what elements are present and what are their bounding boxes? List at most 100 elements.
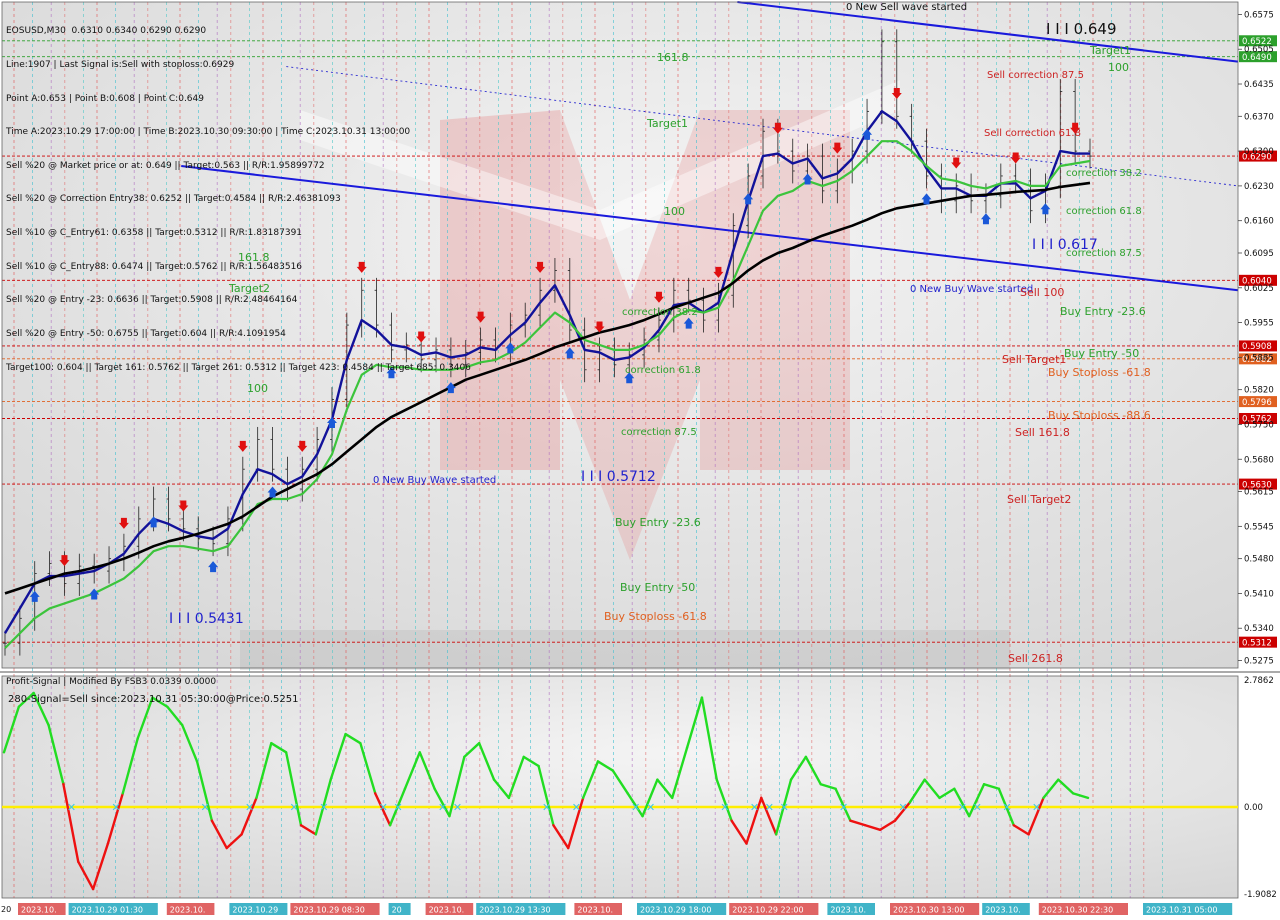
indicator-pane-border: [1, 675, 1239, 899]
oscillator-segment: [745, 796, 763, 845]
cross-marker-icon: ✕: [765, 801, 774, 814]
info-line: Sell %20 @ Entry -50: 0.6755 || Target:0…: [6, 328, 286, 339]
price-tick-label: 0.5275: [1244, 657, 1274, 667]
oscillator-segment: [656, 778, 674, 800]
time-axis-prefix: 20: [1, 905, 11, 914]
price-pane: [2, 2, 1238, 668]
buy-arrow-icon: [921, 193, 932, 205]
sell-arrow-icon: [772, 122, 783, 134]
chart-annotation: correction 87.5: [621, 427, 697, 438]
price-tick-label: 0.5480: [1244, 555, 1274, 565]
info-line: Sell %20 @ Market price or at: 0.649 || …: [6, 160, 325, 171]
oscillator-segment: [180, 723, 199, 763]
cross-marker-icon: ✕: [750, 801, 759, 814]
chart-annotation: Sell correction 87.5: [987, 70, 1084, 81]
chart-annotation: Sell 161.8: [1015, 426, 1070, 439]
oscillator-segment: [923, 778, 941, 800]
sell-arrow-icon: [594, 321, 605, 333]
chart-annotation: correction 87.5: [1066, 248, 1142, 259]
oscillator-segment: [299, 824, 318, 836]
oscillator-segment: [1071, 792, 1090, 800]
info-line: Target100: 0.604 || Target 161: 0.5762 |…: [6, 362, 471, 373]
chart-annotation: I I I 0.617: [1032, 237, 1098, 253]
time-tag: [290, 903, 380, 915]
level-tag-label: 0.5882: [1242, 355, 1272, 365]
oscillator-segment: [433, 787, 451, 818]
chart-annotation: Buy Entry -50: [620, 581, 695, 594]
level-tag: [1239, 51, 1277, 63]
cross-marker-icon: ✕: [646, 801, 655, 814]
cross-marker-icon: ✕: [631, 801, 640, 814]
info-line: Point A:0.653 | Point B:0.608 | Point C:…: [6, 93, 204, 104]
oscillator-segment: [270, 741, 288, 754]
time-tag-label: 2023.10.29 22:00: [732, 906, 803, 915]
buy-arrow-icon: [445, 382, 456, 394]
chart-annotation: correction 38.2: [1066, 168, 1142, 179]
sell-arrow-icon: [59, 555, 70, 567]
oscillator-segment: [77, 860, 95, 891]
time-tag-label: 2023.10.29 18:00: [640, 906, 711, 915]
upper-channel: [737, 1, 1239, 63]
price-tick-label: 0.5545: [1244, 522, 1274, 532]
chart-annotation: 100: [664, 205, 685, 218]
buy-arrow-icon: [89, 588, 100, 600]
price-tick-label: 0.6230: [1244, 182, 1274, 192]
chart-info-panel: EOSUSD,M30 0.6310 0.6340 0.6290 0.6290 L…: [6, 4, 471, 396]
level-tag-label: 0.5796: [1242, 398, 1272, 408]
level-tag: [1239, 636, 1277, 648]
oscillator-segment: [492, 778, 511, 800]
level-tag-label: 0.6522: [1242, 37, 1272, 47]
level-tag-label: 0.5312: [1242, 638, 1272, 648]
time-tag-label: 2023.10.: [21, 906, 57, 915]
time-tag-label: 2023.10.: [170, 906, 206, 915]
watermark-logo: [300, 80, 900, 240]
oscillator-segment: [953, 787, 971, 818]
oscillator-segment: [567, 796, 585, 850]
price-tick-label: 0.5885: [1244, 353, 1274, 363]
time-tag: [166, 903, 215, 915]
buy-arrow-icon: [980, 213, 991, 225]
oscillator-segment: [166, 705, 184, 727]
cross-marker-icon: ✕: [111, 801, 120, 814]
time-tag: [574, 903, 622, 915]
oscillator-segment: [641, 778, 659, 818]
time-tag: [425, 903, 474, 915]
cross-marker-icon: ✕: [1002, 801, 1011, 814]
level-tag-label: 0.5630: [1242, 480, 1272, 490]
time-tag-label: 2023.10.: [830, 906, 866, 915]
level-tag-label: 0.6490: [1242, 53, 1272, 63]
oscillator-segment: [32, 691, 50, 727]
cross-marker-icon: ✕: [394, 801, 403, 814]
sell-arrow-icon: [416, 331, 427, 343]
price-tick-label: 0.6370: [1244, 112, 1274, 122]
ma-fast-line: [3, 110, 1090, 634]
time-tag: [68, 903, 158, 915]
info-line: Time A:2023.10.29 17:00:00 | Time B:2023…: [6, 127, 411, 138]
buy-arrow-icon: [267, 486, 278, 498]
level-tag: [1239, 412, 1277, 424]
oscillator-segment: [1027, 796, 1045, 836]
time-tag-label: 2023.10.30 13:00: [893, 906, 964, 915]
cross-marker-icon: ✕: [958, 801, 967, 814]
info-line: Sell %20 @ Correction Entry38: 0.6252 ||…: [6, 194, 341, 205]
chart-annotation: I I I 0.5431: [169, 611, 244, 627]
oscillator-segment: [121, 737, 139, 795]
oscillator-segment: [685, 696, 704, 749]
oscillator-segment: [611, 769, 629, 795]
chart-annotation: 100: [1108, 61, 1129, 74]
oscillator-segment: [255, 741, 273, 800]
time-tag-label: 20: [392, 906, 402, 915]
chart-annotation: 161.8: [657, 51, 689, 64]
chart-annotation: Buy Stoploss -88.6: [1048, 409, 1151, 422]
buy-arrow-icon: [148, 516, 159, 528]
oscillator-segment: [62, 783, 80, 863]
time-tag-label: 2023.10.31 05:00: [1146, 906, 1217, 915]
oscillator-segment: [730, 819, 748, 845]
buy-arrow-icon: [862, 128, 873, 140]
cross-marker-icon: ✕: [379, 801, 388, 814]
chart-annotation: 0 New Buy Wave started: [373, 475, 496, 486]
ma-medium-line: [4, 140, 1091, 649]
oscillator-segment: [507, 755, 525, 800]
chart-annotation: Target1: [1089, 44, 1131, 57]
